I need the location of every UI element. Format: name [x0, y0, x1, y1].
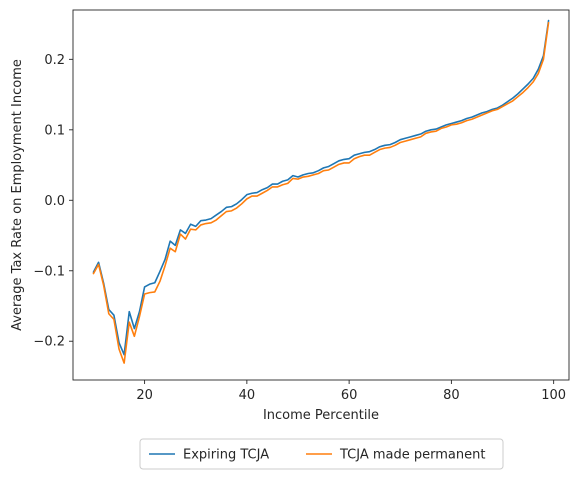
plot-frame — [72, 9, 570, 381]
x-tick-label: 80 — [443, 388, 460, 403]
legend: Expiring TCJA TCJA made permanent — [139, 438, 504, 470]
y-axis: −0.2 −0.1 0.0 0.1 0.2 — [33, 53, 73, 350]
legend-label-tcja-made-permanent: TCJA made permanent — [339, 448, 485, 463]
y-tick-label: 0.1 — [44, 123, 65, 138]
y-tick-label: −0.1 — [33, 264, 65, 279]
y-tick-label: 0.0 — [44, 194, 65, 209]
x-tick-label: 40 — [239, 388, 256, 403]
plot-area — [92, 19, 550, 364]
legend-label-expiring-tcja: Expiring TCJA — [183, 448, 269, 463]
y-tick-label: 0.2 — [44, 53, 65, 68]
x-axis-label: Income Percentile — [263, 408, 379, 423]
x-tick-label: 100 — [541, 388, 566, 403]
x-tick-label: 20 — [136, 388, 153, 403]
x-tick-label: 60 — [341, 388, 358, 403]
y-tick-label: −0.2 — [33, 335, 65, 350]
series-line-expiring-tcja — [92, 19, 550, 356]
y-axis-label: Average Tax Rate on Employment Income — [10, 59, 25, 331]
series-line-tcja-made-permanent — [92, 21, 550, 364]
x-axis: 20 40 60 80 100 — [136, 380, 566, 403]
